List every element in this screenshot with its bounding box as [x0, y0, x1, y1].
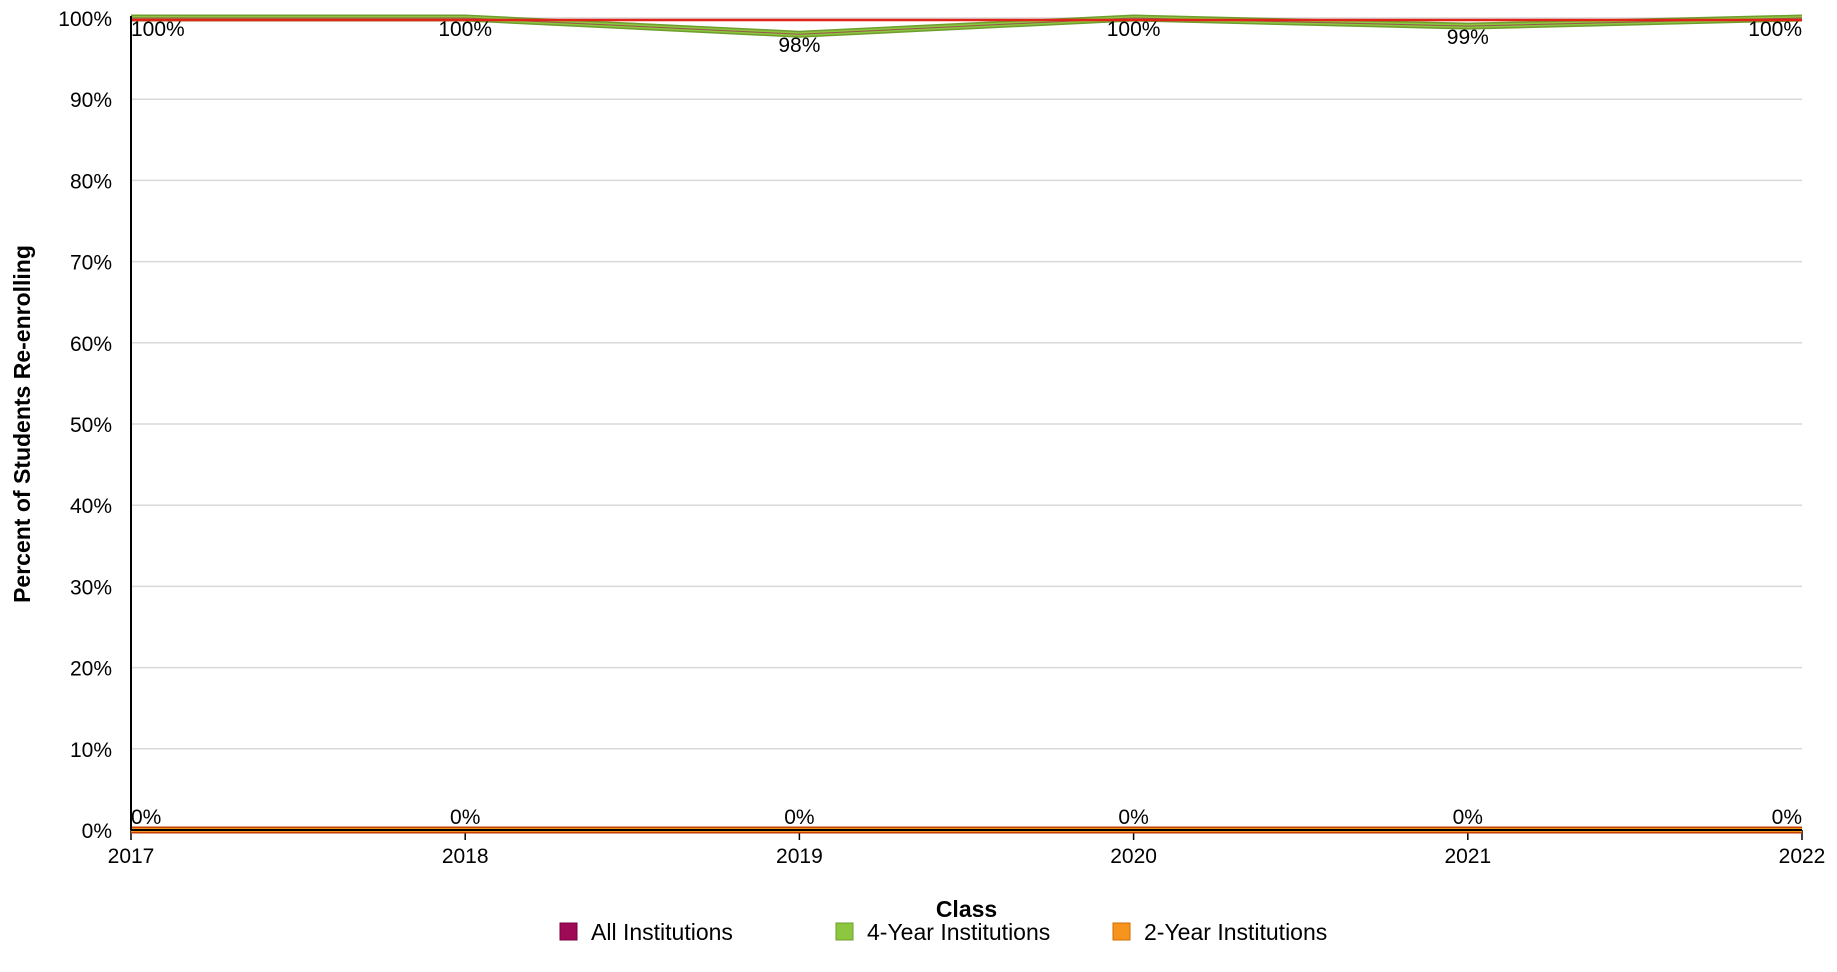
legend-item: 4-Year Institutions [835, 919, 1050, 945]
y-tick-label: 0% [82, 820, 112, 843]
x-tick-label: 2020 [1110, 845, 1157, 868]
x-axis-ticks: 2017 2018 2019 2020 2021 2022 [108, 830, 1826, 868]
data-label: 100% [1748, 18, 1802, 41]
data-label: 99% [1447, 26, 1489, 49]
x-axis-title: Class [936, 896, 997, 922]
y-tick-label: 40% [70, 495, 112, 518]
legend-item: 2-Year Institutions [1112, 919, 1327, 945]
legend-swatch [559, 922, 578, 941]
y-tick-label: 100% [58, 8, 112, 31]
series-line [131, 17, 1803, 35]
data-label: 0% [1453, 806, 1483, 829]
x-tick-label: 2017 [108, 845, 155, 868]
legend: All Institutions 4-Year Institutions 2-Yea… [559, 919, 1327, 945]
x-tick-label: 2022 [1779, 845, 1826, 868]
y-tick-label: 10% [70, 739, 112, 762]
x-tick-label: 2019 [776, 845, 823, 868]
legend-item: All Institutions [559, 919, 733, 945]
y-tick-label: 20% [70, 658, 112, 681]
x-tick-label: 2021 [1444, 845, 1491, 868]
y-axis-title: Percent of Students Re-enrolling [9, 245, 35, 603]
legend-label: 4-Year Institutions [867, 919, 1050, 945]
legend-label: All Institutions [591, 919, 733, 945]
y-tick-label: 70% [70, 252, 112, 275]
data-label: 0% [450, 806, 480, 829]
data-label: 98% [778, 34, 820, 57]
data-label: 0% [1118, 806, 1148, 829]
legend-swatch [835, 922, 854, 941]
y-tick-label: 30% [70, 576, 112, 599]
data-label: 0% [131, 806, 161, 829]
data-label: 100% [438, 18, 492, 41]
data-label: 0% [1772, 806, 1802, 829]
y-tick-label: 80% [70, 170, 112, 193]
y-tick-label: 90% [70, 89, 112, 112]
gridlines [131, 17, 1802, 750]
legend-swatch [1112, 922, 1131, 941]
y-tick-label: 50% [70, 414, 112, 437]
data-label: 0% [784, 806, 814, 829]
y-tick-label: 60% [70, 333, 112, 356]
legend-label: 2-Year Institutions [1144, 919, 1327, 945]
data-labels: 100% 100% 98% 100% 99% 100% 0% 0% 0% 0% 0% 0% [131, 18, 1802, 829]
x-tick-label: 2018 [442, 845, 489, 868]
y-axis-ticks: 0% 10% 20% 30% 40% 50% 60% 70% 80% 90% 100% [58, 8, 112, 843]
data-label: 100% [1107, 18, 1161, 41]
data-label: 100% [131, 18, 185, 41]
